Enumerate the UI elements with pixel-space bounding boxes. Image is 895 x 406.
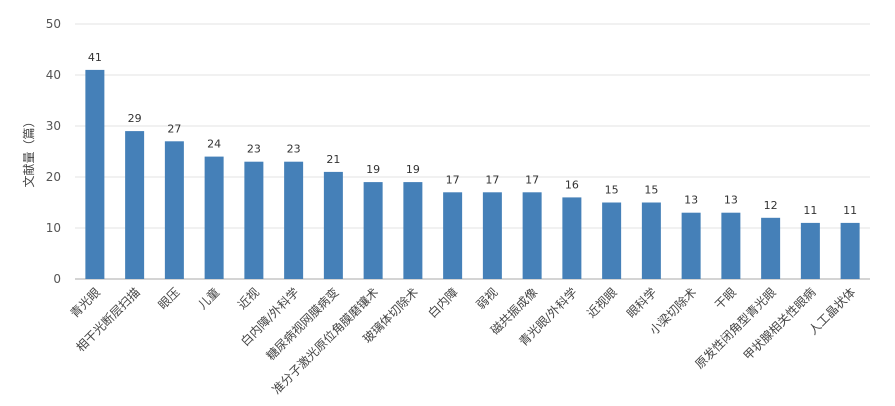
data-label: 19 [366, 163, 380, 176]
data-labels: 41 29 27 24 23 23 21 19 19 17 17 17 16 15 15 13 13 12 11 11 [88, 51, 857, 217]
bar [522, 192, 542, 279]
x-tick-label: 干眼 [712, 285, 739, 312]
x-tick-label: 儿童 [195, 285, 223, 313]
y-tick-label: 30 [46, 119, 61, 133]
data-label: 21 [326, 153, 340, 166]
data-label: 12 [764, 199, 778, 212]
bar [403, 182, 423, 279]
data-label: 17 [525, 173, 539, 186]
bar [602, 202, 622, 279]
bar [85, 69, 105, 280]
bar [323, 171, 343, 279]
bar [562, 197, 582, 279]
y-tick-label: 40 [46, 68, 61, 82]
y-tick-label: 10 [46, 221, 61, 235]
x-tick-label: 眼压 [156, 285, 183, 312]
x-tick-label: 糖尿病视网膜病变 [263, 285, 341, 363]
data-label: 27 [167, 122, 181, 135]
data-label: 19 [406, 163, 420, 176]
bar [363, 182, 383, 279]
x-tick-label: 近视 [234, 285, 262, 313]
data-label: 17 [446, 173, 460, 186]
x-tick-label: 甲状腺相关性眼病 [740, 285, 818, 363]
bar [641, 202, 661, 279]
gridlines [75, 23, 870, 229]
data-label: 41 [88, 51, 102, 64]
x-tick-label: 白内障 [425, 285, 461, 321]
bars [85, 69, 860, 280]
data-label: 29 [128, 112, 142, 125]
bar [443, 192, 463, 279]
data-label: 13 [724, 194, 738, 207]
y-axis-title: 文献量（篇） [21, 115, 36, 187]
data-label: 17 [485, 173, 499, 186]
x-tick-label: 眼科学 [623, 285, 659, 321]
bar [125, 131, 145, 279]
x-tick-label: 青光眼 [68, 285, 103, 320]
bar [284, 161, 304, 279]
data-label: 15 [605, 184, 619, 197]
bar [840, 222, 860, 279]
bar [244, 161, 264, 279]
bar [761, 217, 781, 279]
y-tick-label: 20 [46, 170, 61, 184]
x-tick-label: 弱视 [473, 285, 501, 313]
data-label: 23 [247, 143, 261, 156]
data-label: 11 [803, 204, 817, 217]
bar [681, 212, 701, 279]
data-label: 24 [207, 138, 221, 151]
data-label: 11 [843, 204, 857, 217]
y-tick-label: 0 [53, 272, 61, 286]
data-label: 15 [644, 184, 658, 197]
data-label: 16 [565, 178, 579, 191]
data-label: 13 [684, 194, 698, 207]
bar [204, 156, 224, 279]
y-axis-ticks: 0 10 20 30 40 50 [46, 17, 61, 286]
data-label: 23 [287, 143, 301, 156]
bar [164, 141, 184, 279]
x-tick-label: 近视眼 [584, 285, 620, 321]
bar [800, 222, 820, 279]
bar [721, 212, 741, 279]
y-tick-label: 50 [46, 17, 61, 31]
bar [482, 192, 502, 279]
